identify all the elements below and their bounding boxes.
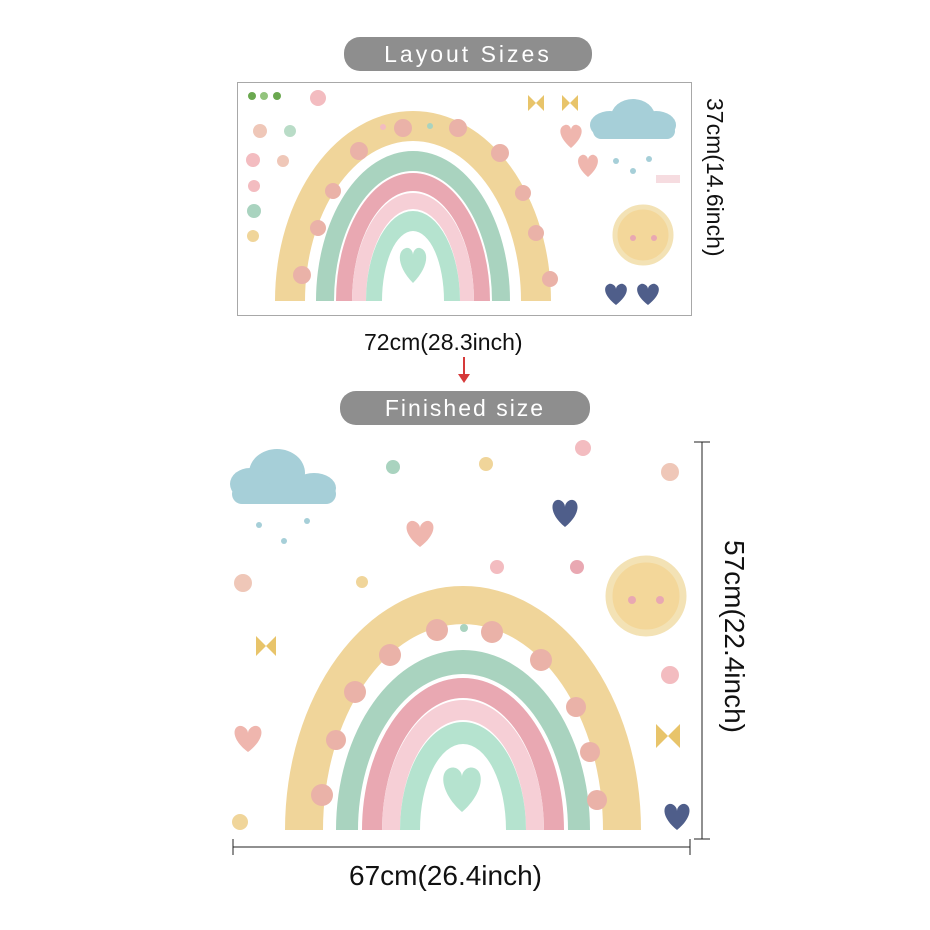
flowers: [311, 619, 607, 810]
width-dimension-line: [232, 839, 691, 855]
label-text-block: [656, 175, 680, 183]
logo-icon: [248, 92, 256, 100]
layout-sizes-label: Layout Sizes: [344, 37, 592, 71]
decal-sheet: [237, 82, 692, 316]
logo-icon: [273, 92, 281, 100]
cloud-image: [590, 99, 676, 174]
finished-size-label: Finished size: [340, 391, 590, 425]
heart-icon: [406, 520, 434, 547]
cloud-image: [230, 449, 336, 544]
heart-icon: [552, 499, 578, 527]
finished-height-label: 57cm(22.4inch): [719, 540, 750, 733]
finished-width-label: 67cm(26.4inch): [349, 860, 542, 891]
heart-icon: [578, 154, 598, 177]
logo-icon: [260, 92, 268, 100]
heart-icon: [560, 124, 582, 148]
rainbow-image: [275, 111, 551, 301]
dots: [232, 440, 679, 830]
butterflies: [528, 95, 578, 111]
rainbow-image: [285, 586, 641, 830]
sun-image: [612, 204, 674, 266]
heart-icon: [605, 283, 627, 305]
heart-icon: [637, 283, 659, 305]
layout-width-label: 72cm(28.3inch): [364, 329, 523, 355]
height-dimension-line: [694, 441, 710, 840]
butterflies: [256, 636, 680, 748]
dots: [246, 90, 433, 242]
sun-image: [605, 555, 687, 637]
decal-sheet-artwork: [246, 90, 680, 305]
heart-icon: [664, 803, 690, 830]
flowers: [293, 119, 558, 287]
heart-icon: [234, 725, 262, 752]
